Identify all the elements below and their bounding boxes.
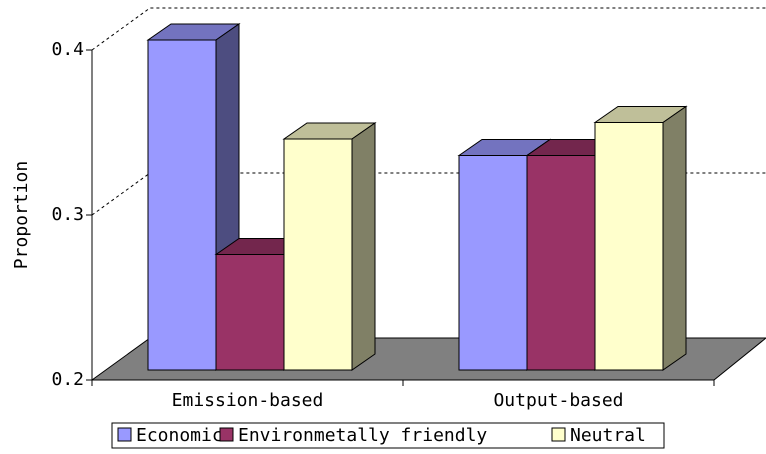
x-tick-label: Emission-based (172, 390, 324, 411)
bar (283, 138, 353, 371)
y-tick-label: 0.3 (51, 204, 84, 225)
legend-label: Economic (136, 425, 223, 446)
y-tick-label: 0.4 (51, 39, 84, 60)
y-tick-label: 0.2 (51, 369, 84, 390)
grid-line (91, 7, 766, 51)
bar-side (662, 105, 687, 371)
bar (526, 155, 596, 371)
bar-side (351, 122, 376, 371)
y-axis-label: Proportion (11, 161, 32, 269)
bar (458, 155, 528, 371)
legend-box (111, 422, 665, 449)
legend-swatch (117, 427, 132, 442)
bar (594, 122, 664, 371)
legend-label: Environmetally friendly (238, 425, 487, 446)
legend-swatch (551, 427, 566, 442)
legend-label: Neutral (570, 425, 646, 446)
legend-swatch (219, 427, 234, 442)
x-tick-label: Output-based (493, 390, 623, 411)
bar (215, 254, 285, 371)
bar (147, 39, 217, 371)
